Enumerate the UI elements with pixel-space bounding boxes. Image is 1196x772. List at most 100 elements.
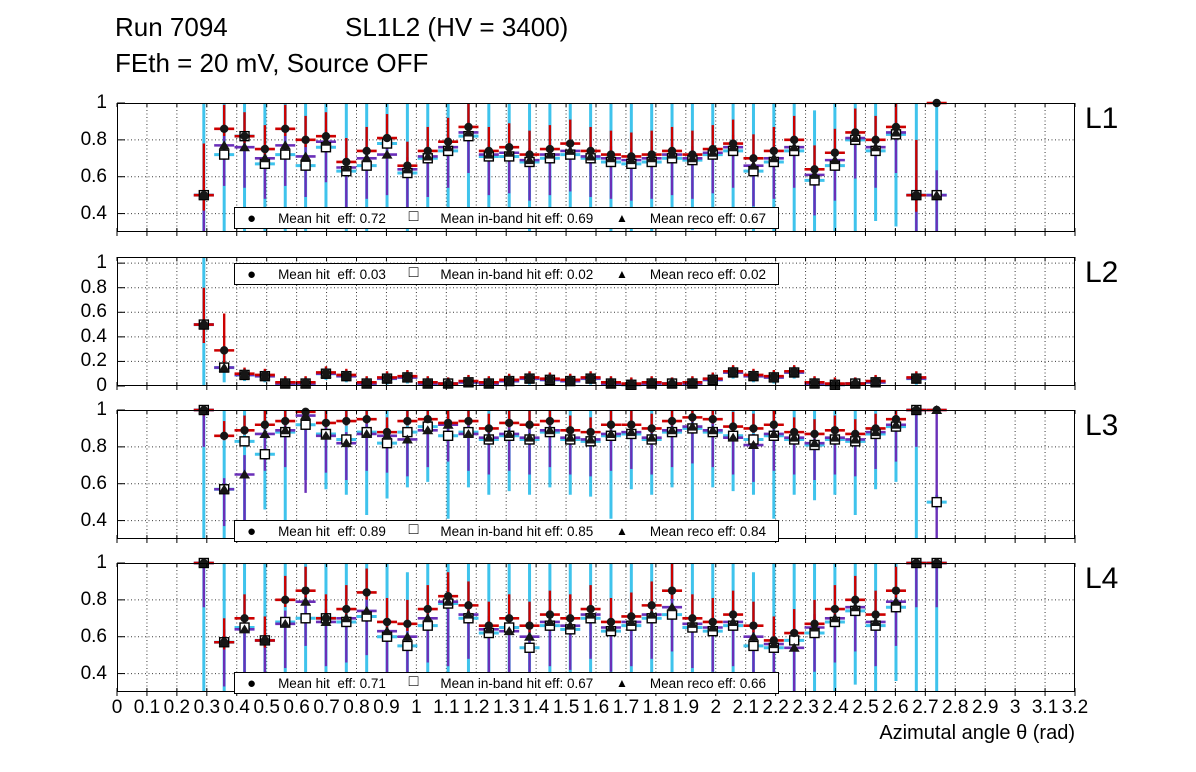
y-tick-label: 0.8 <box>80 588 107 610</box>
y-tick-label: 0.6 <box>80 472 107 494</box>
x-tick-label: 2.2 <box>762 697 789 718</box>
y-tick-label: 1 <box>96 399 107 420</box>
x-tick-label: 1.2 <box>463 697 490 718</box>
x-tick-label: 1.4 <box>522 697 550 718</box>
x-tick-label: 2.7 <box>912 697 939 718</box>
x-tick-label: 1.5 <box>552 697 580 718</box>
x-tick-label: 2.4 <box>822 697 849 718</box>
legend-item: □ Mean in-band hit eff: 0.02 <box>409 265 594 282</box>
legend-item-label: Mean reco eff: 0.67 <box>649 210 766 226</box>
chamber-title: SL1L2 (HV = 3400) <box>345 12 569 42</box>
y-tick-label: 0.6 <box>80 301 107 323</box>
x-tick-label: 1 <box>411 697 422 718</box>
x-tick-label: 0.7 <box>313 697 340 718</box>
x-tick-label: 1.7 <box>612 697 640 718</box>
x-tick-label: 0.5 <box>253 697 280 718</box>
legend-item: ▲ Mean reco eff: 0.84 <box>616 524 766 539</box>
panel-label-L2: L2 <box>1085 256 1119 289</box>
panel-plot-L4 <box>116 557 1076 696</box>
square-marker-icon: □ <box>408 521 419 538</box>
x-tick-label: 1.9 <box>672 697 700 718</box>
legend-L2: ● Mean hit eff: 0.03 □ Mean in-band hit eff… <box>234 263 779 285</box>
y-tick-label: 0.8 <box>80 128 107 150</box>
y-tick-label: 0.6 <box>80 625 107 647</box>
legend-item-label: Mean hit eff: 0.03 <box>278 266 386 282</box>
y-tick-label: 0.6 <box>80 165 107 187</box>
legend-item-label: Mean in-band hit eff: 0.67 <box>440 675 594 691</box>
x-tick-label: 3 <box>1009 697 1021 718</box>
legend-item: ● Mean hit eff: 0.71 <box>247 676 386 691</box>
legend-item: □ Mean in-band hit eff: 0.67 <box>408 673 594 691</box>
x-tick-label: 2 <box>710 697 722 718</box>
x-tick-label: 2.6 <box>882 697 909 718</box>
x-tick-label: 0.9 <box>373 697 400 718</box>
x-tick-label: 1.3 <box>492 697 520 718</box>
y-tick-label: 0.4 <box>80 662 107 684</box>
y-tick-label: 0.8 <box>80 435 107 457</box>
legend-item-label: Mean hit eff: 0.71 <box>278 675 386 691</box>
y-tick-label: 0.4 <box>80 202 107 224</box>
square-marker-icon: □ <box>408 673 419 690</box>
legend-item: □ Mean in-band hit eff: 0.85 <box>408 521 594 539</box>
x-tick-label: 1.1 <box>433 697 460 718</box>
x-tick-label: 2.1 <box>732 697 759 718</box>
circle-marker-icon: ● <box>247 209 257 227</box>
x-tick-label: 1.8 <box>642 697 670 718</box>
x-tick-label: 3.1 <box>1031 697 1059 718</box>
legend-item-label: Mean reco eff: 0.66 <box>649 675 766 691</box>
square-marker-icon: □ <box>408 208 419 225</box>
y-tick-label: 0 <box>96 375 107 396</box>
circle-marker-icon: ● <box>247 265 257 283</box>
y-tick-label: 1 <box>96 552 107 573</box>
legend-item: ▲ Mean reco eff: 0.02 <box>616 267 766 282</box>
legend-item-label: Mean in-band hit eff: 0.69 <box>440 210 594 226</box>
y-tick-label: 0.2 <box>80 350 107 372</box>
x-tick-label: 2.9 <box>971 697 999 718</box>
x-tick-label: 2.5 <box>852 697 879 718</box>
x-tick-label: 0.1 <box>133 697 161 718</box>
y-tick-label: 0.8 <box>80 276 107 298</box>
x-tick-label: 2.8 <box>942 697 969 718</box>
x-tick-label: 0.4 <box>223 697 250 718</box>
panel-plot-L2 <box>116 257 1076 390</box>
x-tick-label: 3.2 <box>1061 697 1089 718</box>
y-tick-label: 1 <box>96 92 107 113</box>
run-title: Run 7094 <box>115 12 228 42</box>
legend-item: ● Mean hit eff: 0.03 <box>247 267 386 282</box>
y-tick-label: 1 <box>96 252 107 274</box>
legend-item: ▲ Mean reco eff: 0.67 <box>616 211 766 226</box>
x-tick-label: 2.3 <box>792 697 819 718</box>
triangle-marker-icon: ▲ <box>616 524 628 538</box>
triangle-marker-icon: ▲ <box>616 211 628 225</box>
legend-item-label: Mean in-band hit eff: 0.85 <box>440 523 594 539</box>
legend-item: ● Mean hit eff: 0.72 <box>247 211 386 226</box>
legend-item-label: Mean in-band hit eff: 0.02 <box>440 266 594 282</box>
y-tick-label: 0.4 <box>80 509 107 531</box>
y-tick-label: 0.4 <box>80 325 107 347</box>
x-tick-label: 0.6 <box>283 697 310 718</box>
x-axis-title: Azimutal angle θ (rad) <box>879 722 1075 744</box>
triangle-marker-icon: ▲ <box>616 267 628 281</box>
subtitle: FEth = 20 mV, Source OFF <box>115 48 429 78</box>
legend-item-label: Mean hit eff: 0.72 <box>278 210 386 226</box>
panel-label-L3: L3 <box>1085 409 1119 442</box>
circle-marker-icon: ● <box>247 674 257 692</box>
triangle-marker-icon: ▲ <box>616 676 628 690</box>
legend-L4: ● Mean hit eff: 0.71 □ Mean in-band hit eff… <box>234 672 779 694</box>
x-tick-label: 1.6 <box>582 697 610 718</box>
panel-plot-L3 <box>116 404 1076 543</box>
circle-marker-icon: ● <box>247 522 257 540</box>
legend-item: □ Mean in-band hit eff: 0.69 <box>408 208 594 226</box>
panel-label-L4: L4 <box>1085 562 1119 595</box>
panel-plot-L1 <box>116 98 1076 236</box>
legend-L1: ● Mean hit eff: 0.72 □ Mean in-band hit eff… <box>234 207 779 229</box>
legend-item: ● Mean hit eff: 0.89 <box>247 524 386 539</box>
x-tick-label: 0.2 <box>163 697 191 718</box>
panel-label-L1: L1 <box>1085 102 1119 135</box>
legend-L3: ● Mean hit eff: 0.89 □ Mean in-band hit eff… <box>234 520 779 542</box>
legend-item-label: Mean hit eff: 0.89 <box>278 523 386 539</box>
x-tick-label: 0.8 <box>343 697 370 718</box>
legend-item-label: Mean reco eff: 0.02 <box>649 266 766 282</box>
x-tick-label: 0.3 <box>193 697 221 718</box>
